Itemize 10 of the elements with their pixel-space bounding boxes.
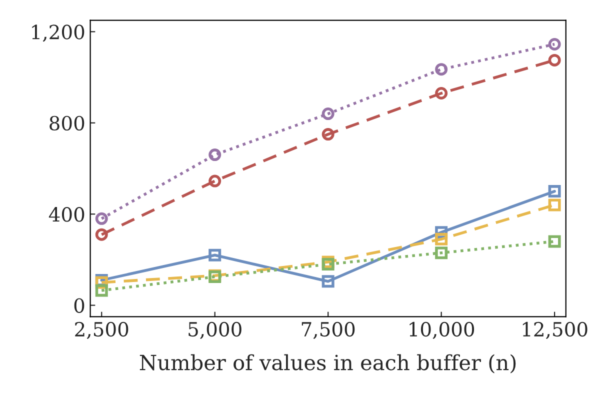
y-tick-label: 400 [48, 207, 84, 222]
x-tick-label: 10,000 [410, 322, 474, 339]
x-tick-label: 7,500 [302, 322, 355, 339]
x-tick-label: 2,500 [75, 322, 128, 339]
y-tick-label: 800 [50, 116, 84, 131]
x-axis-title: Number of values in each buffer (n) [140, 354, 516, 374]
x-tick-label: 12,500 [522, 322, 588, 339]
x-tick-label: 5,000 [188, 322, 242, 339]
y-tick-label: 0 [74, 298, 84, 313]
y-tick-label: 1,200 [32, 24, 84, 42]
